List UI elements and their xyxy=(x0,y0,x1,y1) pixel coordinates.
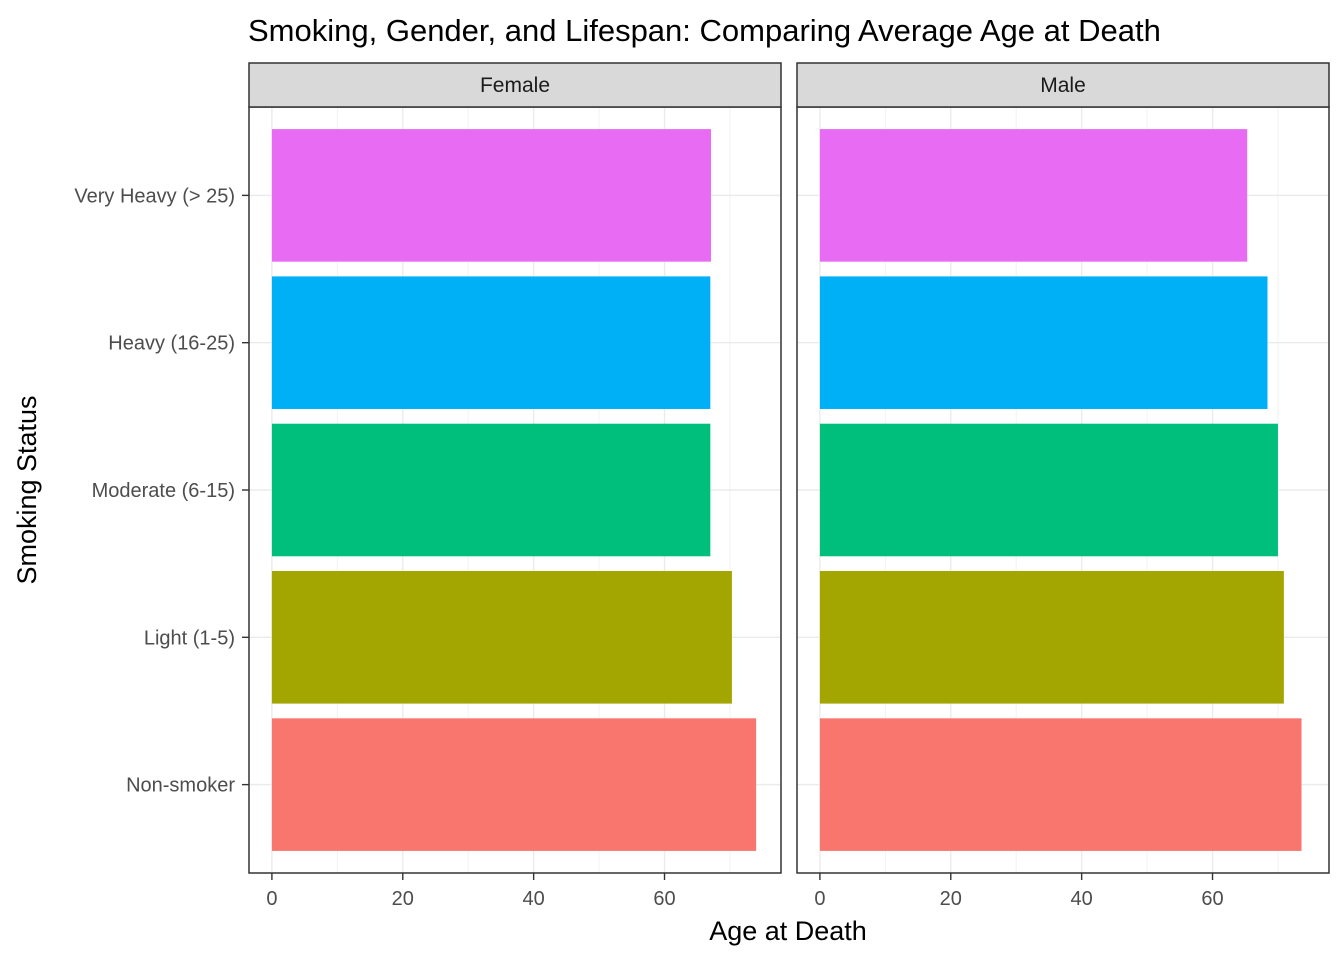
y-tick-label: Moderate (6-15) xyxy=(92,480,235,502)
x-tick-label: 20 xyxy=(940,888,962,910)
chart-title: Smoking, Gender, and Lifespan: Comparing… xyxy=(248,13,1161,48)
facet-strip xyxy=(796,62,1330,108)
bar-female-4 xyxy=(271,718,757,851)
facet-strip xyxy=(248,62,782,108)
bar-male-1 xyxy=(819,276,1268,409)
y-tick-label: Light (1-5) xyxy=(144,627,235,649)
panels-layer: Female 0 20 40 60 Male 0 20 40 60 xyxy=(248,62,1330,910)
facet-strip-label: Female xyxy=(480,74,550,97)
x-tick-label: 20 xyxy=(392,888,414,910)
bar-male-4 xyxy=(819,718,1302,851)
facet-panel-male: Male 0 20 40 60 xyxy=(796,62,1330,910)
y-tick-label: Non-smoker xyxy=(126,775,235,797)
y-axis-title: Smoking Status xyxy=(12,395,42,584)
x-tick-label: 40 xyxy=(523,888,545,910)
bar-male-2 xyxy=(819,423,1278,557)
bar-male-3 xyxy=(819,571,1284,704)
x-tick-label: 60 xyxy=(1201,888,1223,910)
bar-female-2 xyxy=(271,423,711,557)
x-tick-label: 60 xyxy=(653,888,675,910)
y-axis: Very Heavy (> 25) Heavy (16-25) Moderate (… xyxy=(74,185,249,797)
bar-female-1 xyxy=(271,276,711,409)
y-tick-label: Very Heavy (> 25) xyxy=(74,185,235,207)
bar-female-0 xyxy=(271,129,711,262)
x-tick-label: 0 xyxy=(266,888,277,910)
y-tick-label: Heavy (16-25) xyxy=(108,333,235,355)
x-tick-label: 40 xyxy=(1071,888,1093,910)
facet-panel-female: Female 0 20 40 60 xyxy=(248,62,782,910)
bar-male-0 xyxy=(819,129,1248,262)
x-tick-label: 0 xyxy=(814,888,825,910)
x-axis-title: Age at Death xyxy=(709,916,867,946)
bar-female-3 xyxy=(271,571,732,704)
facet-strip-label: Male xyxy=(1040,74,1086,97)
